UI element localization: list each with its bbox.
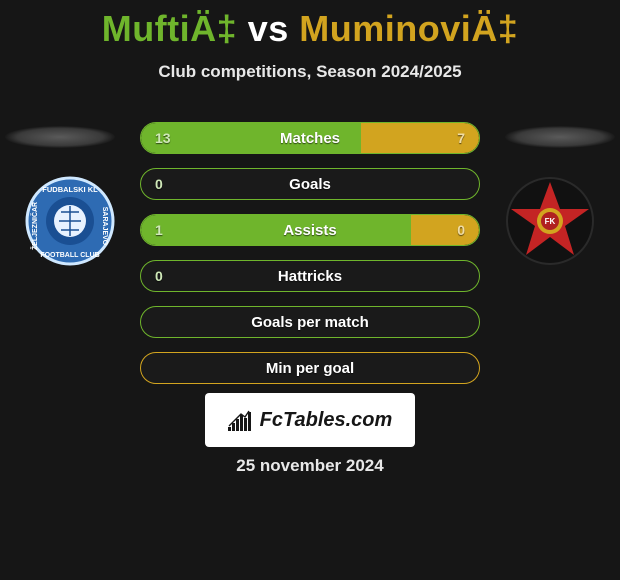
svg-text:FK: FK	[545, 217, 556, 226]
player2-club-badge: FK	[505, 176, 595, 266]
stat-row-matches: Matches13 7	[140, 122, 480, 154]
player2-name: MuminoviÄ‡	[299, 8, 518, 49]
stat-label: Matches	[141, 123, 479, 153]
brand-logo-icon	[228, 409, 254, 431]
stat-label: Min per goal	[141, 353, 479, 383]
player1-club-badge: FUDBALSKI KL FOOTBALL CLUB ŽELJEZNIČAR S…	[25, 176, 115, 266]
player1-name: MuftiÄ‡	[102, 8, 237, 49]
stat-value-right: 7	[443, 123, 479, 153]
brand-text: FcTables.com	[260, 409, 393, 432]
svg-text:FOOTBALL CLUB: FOOTBALL CLUB	[40, 252, 99, 259]
stat-row-goals-per-match: Goals per match	[140, 306, 480, 338]
svg-text:ŽELJEZNIČAR: ŽELJEZNIČAR	[30, 202, 39, 250]
subtitle: Club competitions, Season 2024/2025	[0, 62, 620, 82]
stat-value-left: 1	[141, 215, 177, 245]
stat-value-left: 13	[141, 123, 185, 153]
club-badge-icon: FK	[505, 176, 595, 266]
player2-shadow	[505, 126, 615, 148]
brand-badge[interactable]: FcTables.com	[205, 393, 415, 447]
stat-value-left: 0	[141, 261, 177, 291]
club-badge-icon: FUDBALSKI KL FOOTBALL CLUB ŽELJEZNIČAR S…	[25, 176, 115, 266]
svg-text:SARAJEVO: SARAJEVO	[101, 207, 108, 246]
stat-label: Assists	[141, 215, 479, 245]
stat-row-goals: Goals0	[140, 168, 480, 200]
stat-row-hattricks: Hattricks0	[140, 260, 480, 292]
stats-container: Matches137Goals0Assists10Hattricks0Goals…	[140, 122, 480, 398]
svg-text:FUDBALSKI KL: FUDBALSKI KL	[42, 185, 98, 194]
stat-row-min-per-goal: Min per goal	[140, 352, 480, 384]
vs-label: vs	[248, 8, 289, 49]
footer-date: 25 november 2024	[0, 456, 620, 476]
stat-label: Hattricks	[141, 261, 479, 291]
player1-shadow	[5, 126, 115, 148]
comparison-title: MuftiÄ‡ vs MuminoviÄ‡	[0, 0, 620, 50]
stat-label: Goals per match	[141, 307, 479, 337]
stat-row-assists: Assists1 0	[140, 214, 480, 246]
stat-value-left: 0	[141, 169, 177, 199]
stat-value-right: 0	[443, 215, 479, 245]
stat-label: Goals	[141, 169, 479, 199]
